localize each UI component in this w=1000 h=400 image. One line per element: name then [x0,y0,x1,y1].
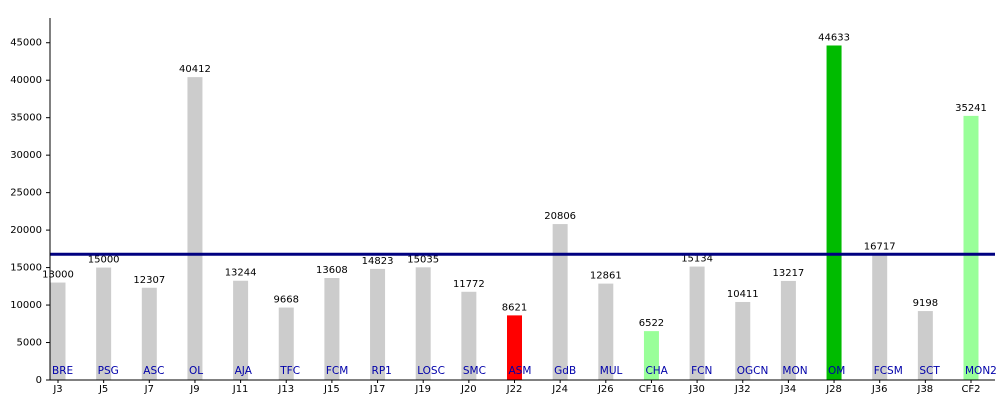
bar [278,307,294,380]
x-tick-label: J30 [688,384,705,395]
x-tick-label: J17 [369,384,386,395]
y-tick-label: 10000 [10,300,42,311]
x-tick-label: J5 [98,384,108,395]
y-tick-label: 20000 [10,225,42,236]
x-tick-label: J11 [232,384,249,395]
bar-label: FCSM [874,365,903,377]
bar-label: OL [189,365,203,377]
bar-label: MON2 [965,365,997,377]
bar [643,331,659,380]
value-label: 12861 [590,271,622,282]
bar [50,282,66,380]
bar [917,311,933,380]
bar-label: AJA [235,365,253,377]
value-label: 13244 [225,268,257,279]
y-tick-label: 15000 [10,263,42,274]
value-label: 15134 [681,254,713,265]
value-label: 13000 [42,270,74,281]
value-label: 9668 [274,295,299,306]
bar-label: ASC [143,365,164,377]
value-label: 35241 [955,103,987,114]
value-label: 9198 [913,298,938,309]
value-label: 20806 [544,211,576,222]
bar-label: TFC [279,365,300,377]
value-label: 6522 [639,318,664,329]
bar [780,280,796,380]
bar [324,278,340,380]
bar-label: PSG [98,365,119,377]
value-label: 15035 [407,254,439,265]
y-tick-label: 45000 [10,38,42,49]
value-label: 10411 [727,289,759,300]
x-tick-label: J26 [597,384,614,395]
x-tick-label: J22 [506,384,523,395]
value-label: 16717 [864,242,896,253]
bar [963,115,979,380]
x-tick-label: J32 [734,384,751,395]
bar-label: MUL [600,365,623,377]
value-label: 13217 [772,268,804,279]
bar-label: LOSC [417,365,445,377]
bar [415,267,431,380]
y-tick-label: 35000 [10,113,42,124]
x-tick-label: J20 [460,384,477,395]
bar-label: GdB [554,365,576,377]
bar-label: FCM [326,365,348,377]
x-tick-label: J24 [551,384,568,395]
x-tick-label: J34 [780,384,797,395]
bar [233,280,249,380]
bar-label: CHA [645,365,668,377]
value-label: 14823 [362,256,394,267]
x-tick-label: CF2 [961,384,980,395]
bar [187,77,203,380]
x-tick-label: J28 [825,384,842,395]
bar [735,301,751,380]
bar-label: ASM [509,365,532,377]
value-label: 13608 [316,265,348,276]
bar [461,291,477,380]
x-tick-label: J36 [871,384,888,395]
bar [96,267,112,380]
bar-label: SCT [919,365,940,377]
bar-label: BRE [52,365,73,377]
y-tick-label: 25000 [10,188,42,199]
y-tick-label: 5000 [17,338,42,349]
x-tick-label: CF16 [639,384,664,395]
x-tick-label: J15 [323,384,340,395]
bar [689,266,705,380]
x-tick-label: J38 [917,384,934,395]
value-label: 44633 [818,32,850,43]
x-tick-label: J19 [414,384,431,395]
y-tick-label: 30000 [10,150,42,161]
bar-label: OM [828,365,845,377]
value-label: 8621 [502,302,527,313]
y-tick-label: 0 [36,375,42,386]
bar-label: OGCN [737,365,769,377]
bar [872,254,888,380]
bar [552,224,568,380]
bar [370,268,386,380]
value-label: 12307 [133,275,165,286]
bar-label: MON [782,365,807,377]
bar-label: RP1 [372,365,392,377]
y-tick-label: 40000 [10,75,42,86]
bar [141,287,157,380]
value-label: 15000 [88,255,120,266]
value-label: 40412 [179,64,211,75]
bar-label: SMC [463,365,486,377]
bar [598,283,614,380]
x-tick-label: J9 [189,384,199,395]
bar-label: FCN [691,365,712,377]
bar [826,45,842,380]
value-label: 11772 [453,279,485,290]
x-tick-label: J7 [144,384,154,395]
x-tick-label: J3 [52,384,62,395]
x-tick-label: J13 [277,384,294,395]
bar [507,315,522,380]
